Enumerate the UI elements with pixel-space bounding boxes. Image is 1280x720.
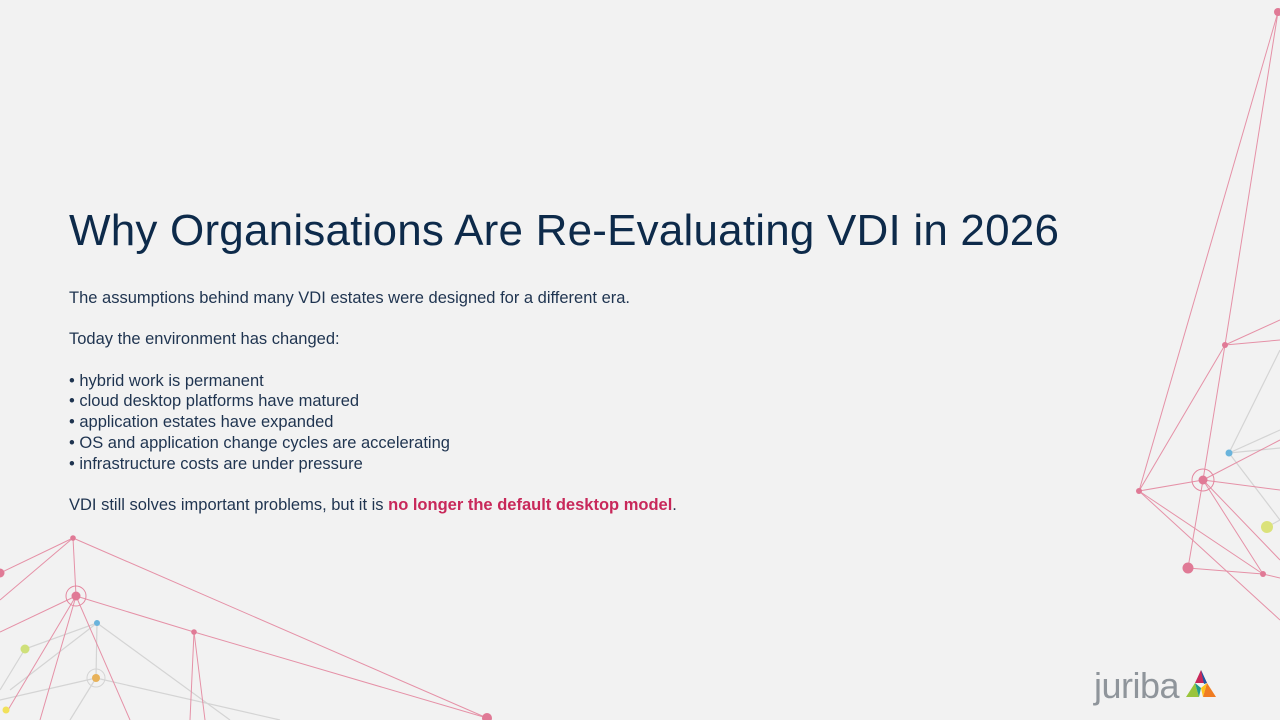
conclusion-highlight: no longer the default desktop model <box>388 495 673 514</box>
conclusion-text: VDI still solves important problems, but… <box>69 495 969 516</box>
list-item: hybrid work is permanent <box>69 371 969 392</box>
conclusion-prefix: VDI still solves important problems, but… <box>69 495 389 514</box>
list-item: OS and application change cycles are acc… <box>69 433 969 454</box>
list-item: application estates have expanded <box>69 412 969 433</box>
intro-text: The assumptions behind many VDI estates … <box>69 289 631 307</box>
slide-title: Why Organisations Are Re-Evaluating VDI … <box>69 206 1060 255</box>
triangle-logo-icon <box>1186 670 1216 697</box>
slide-body: The assumptions behind many VDI estates … <box>69 288 969 516</box>
juriba-logo: juriba <box>1094 664 1224 710</box>
conclusion-suffix: . <box>672 495 677 514</box>
list-item: infrastructure costs are under pressure <box>69 454 969 475</box>
list-item: cloud desktop platforms have matured <box>69 391 969 412</box>
logo-wordmark: juriba <box>1094 665 1180 706</box>
subheading-text: Today the environment has changed: <box>69 330 340 349</box>
bullet-list: hybrid work is permanent cloud desktop p… <box>69 371 969 475</box>
